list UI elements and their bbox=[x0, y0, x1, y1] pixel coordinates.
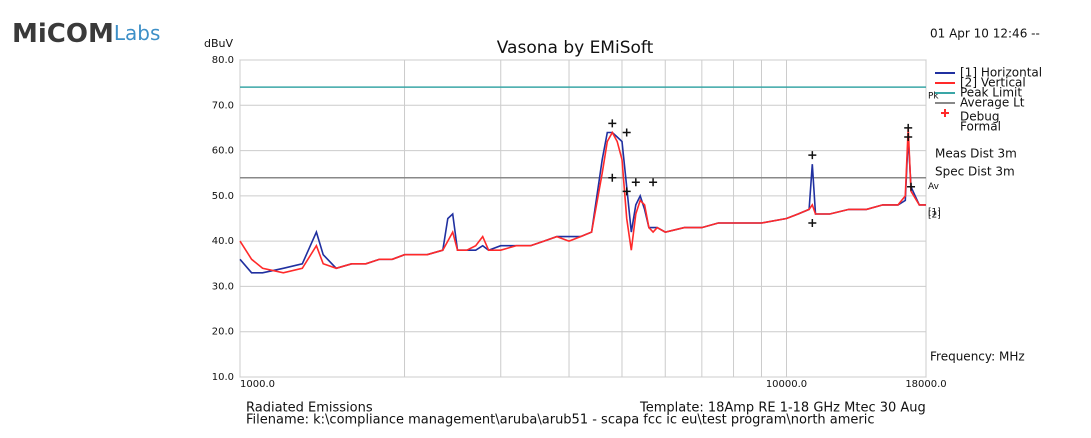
peak-marker bbox=[608, 119, 617, 128]
legend-label: Average Lt bbox=[960, 96, 1025, 110]
footer-template: Template: 18Amp RE 1-18 GHz Mtec 30 Aug bbox=[639, 401, 926, 416]
peak-marker bbox=[631, 178, 640, 187]
y-tick-label: 50.0 bbox=[212, 191, 234, 202]
x-tick-label: 1000.0 bbox=[240, 379, 275, 390]
y-tick-label: 40.0 bbox=[212, 236, 234, 247]
y-tick-label: 60.0 bbox=[212, 146, 234, 157]
y-axis-label: dBuV bbox=[204, 37, 234, 50]
peak-marker bbox=[649, 178, 658, 187]
legend-swatch bbox=[941, 109, 949, 117]
y-tick-label: 20.0 bbox=[212, 327, 234, 338]
logo: MiCOMLabs bbox=[12, 19, 160, 49]
logo-light: Labs bbox=[114, 21, 161, 45]
peak-marker bbox=[904, 132, 913, 141]
peak-marker bbox=[608, 173, 617, 182]
end-label: [1] bbox=[928, 208, 941, 218]
x-tick-label: 18000.0 bbox=[905, 379, 946, 390]
x-axis-label: Frequency: MHz bbox=[930, 350, 1025, 364]
x-tick-label: 10000.0 bbox=[766, 379, 807, 390]
legend-label: Debug bbox=[960, 110, 999, 124]
peak-marker bbox=[904, 123, 913, 132]
peak-marker bbox=[808, 219, 817, 228]
y-tick-label: 80.0 bbox=[212, 55, 234, 66]
legend-label: Peak Limit bbox=[960, 86, 1022, 100]
timestamp: 01 Apr 10 12:46 -- bbox=[930, 27, 1040, 41]
legend-label: [1] Horizontal bbox=[960, 66, 1042, 80]
limit-tag: Av bbox=[928, 182, 940, 192]
peak-marker bbox=[808, 151, 817, 160]
logo-bold: MiCOM bbox=[12, 19, 114, 49]
peak-marker bbox=[622, 128, 631, 137]
end-label: [2] bbox=[928, 211, 941, 221]
meas-dist: Meas Dist 3m bbox=[935, 147, 1017, 161]
y-tick-label: 70.0 bbox=[212, 100, 234, 111]
legend-label: Formal bbox=[960, 120, 1001, 134]
limit-tag: Pk bbox=[928, 92, 939, 102]
spec-dist: Spec Dist 3m bbox=[935, 165, 1015, 179]
peak-marker bbox=[907, 182, 916, 191]
footer-left: Radiated Emissions bbox=[246, 401, 373, 416]
footer-filename: Filename: k:\compliance management\aruba… bbox=[246, 413, 875, 428]
chart-title: Vasona by EMiSoft bbox=[497, 38, 654, 58]
y-tick-label: 10.0 bbox=[212, 372, 234, 383]
y-tick-label: 30.0 bbox=[212, 281, 234, 292]
trace bbox=[239, 127, 926, 274]
legend-label: [2] Vertical bbox=[960, 76, 1026, 90]
peak-marker bbox=[622, 187, 631, 196]
